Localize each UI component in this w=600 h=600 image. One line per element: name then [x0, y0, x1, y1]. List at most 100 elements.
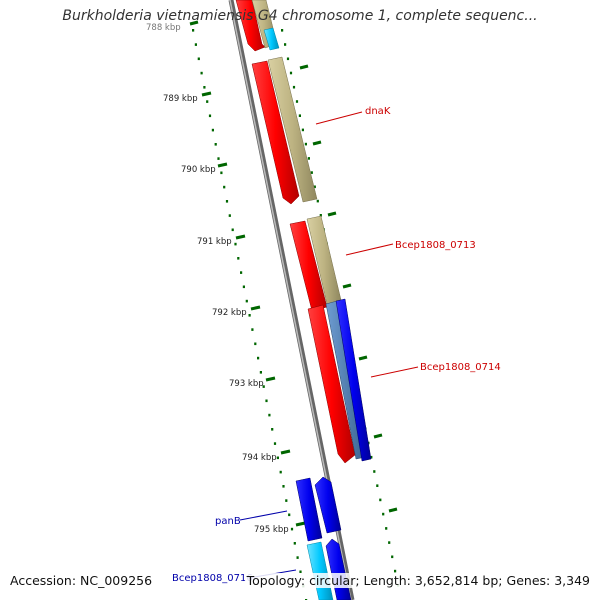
scale-label-790: 790 kbp — [181, 165, 216, 175]
scale-dot — [223, 185, 226, 189]
track-dot — [379, 498, 382, 502]
track-dot — [373, 470, 376, 473]
track-dot — [310, 171, 313, 174]
scale-dot — [279, 470, 282, 474]
gene-arrow-bcep1808-0714[interactable] — [307, 304, 356, 464]
scale-dot — [200, 71, 203, 75]
gene-arrow-panB-right[interactable] — [314, 476, 342, 534]
track-dot — [284, 43, 287, 46]
leader-line-bcep1808-0713 — [345, 243, 394, 256]
scale-dot — [276, 456, 279, 460]
track-dot — [391, 555, 394, 559]
scale-tick-790 — [217, 162, 228, 168]
scale-tick-794 — [280, 449, 291, 455]
track-dot — [319, 214, 322, 217]
gene-label-bcep1808-0716[interactable]: Bcep1808_0716 — [172, 573, 253, 584]
scale-label-789: 789 kbp — [163, 94, 198, 104]
scale-label-794: 794 kbp — [242, 453, 277, 463]
scale-dot — [234, 242, 237, 246]
map-title: Burkholderia vietnamiensis G4 chromosome… — [62, 8, 538, 24]
scale-dot — [237, 257, 240, 260]
gene-label-bcep1808-0713[interactable]: Bcep1808_0713 — [395, 240, 476, 251]
track-dot — [304, 142, 307, 146]
scale-dot — [197, 57, 200, 61]
track-tick — [312, 140, 322, 146]
scale-label-791: 791 kbp — [197, 237, 232, 247]
track-dot — [382, 512, 385, 516]
track-dot — [289, 71, 293, 75]
accession-label: Accession: NC_009256 — [8, 573, 155, 588]
forward-genes — [235, 0, 356, 464]
cds-block-dnaK[interactable] — [267, 56, 318, 203]
track-tick — [388, 507, 398, 513]
gene-arrow-panB-left[interactable] — [295, 477, 323, 542]
scale-dot — [288, 513, 291, 517]
scale-dot — [203, 86, 206, 89]
scale-dot — [192, 29, 195, 32]
track-dot — [301, 128, 304, 132]
scale-tick-793 — [265, 376, 276, 382]
gene-label-panB[interactable]: panB — [215, 516, 241, 527]
scale-dot — [231, 228, 234, 232]
scale-dot — [248, 314, 251, 317]
track-tick — [327, 211, 337, 217]
gene-label-dnaK[interactable]: dnaK — [365, 106, 391, 117]
track-dot — [388, 541, 391, 544]
gene-label-bcep1808-0714[interactable]: Bcep1808_0714 — [420, 362, 501, 373]
scale-ticks: 788 kbp 789 kbp 790 kbp 791 kbp 792 kbp … — [146, 20, 306, 535]
track-dot — [385, 527, 388, 530]
scale-dot — [273, 442, 277, 445]
track-dot — [313, 185, 316, 189]
scale-dot — [251, 328, 254, 331]
track-dot — [307, 157, 310, 160]
scale-tick-795 — [295, 521, 306, 527]
track-tick — [373, 433, 383, 439]
scale-dot — [296, 556, 299, 559]
scale-dot — [214, 143, 217, 146]
scale-dot — [271, 428, 274, 431]
track-dot — [295, 100, 299, 103]
scale-dot — [299, 570, 302, 574]
scale-dot — [293, 542, 296, 545]
track-dot — [376, 484, 379, 487]
leader-line-dnaK — [315, 111, 363, 125]
scale-tick-792 — [250, 305, 261, 311]
scale-dot — [290, 527, 294, 531]
scale-dot — [285, 499, 288, 502]
scale-dot — [265, 399, 268, 403]
scale-dot — [194, 43, 197, 46]
track-dot — [292, 85, 296, 89]
length-label: Length: 3,652,814 bp; — [363, 573, 503, 588]
scale-dot — [254, 342, 257, 346]
scale-dot — [257, 356, 260, 360]
track-tick — [299, 64, 309, 70]
scale-dot — [240, 271, 243, 274]
scale-tick-789 — [201, 91, 212, 97]
track-dot — [281, 29, 284, 32]
scale-label-792: 792 kbp — [212, 308, 247, 318]
scale-label-788: 788 kbp — [146, 23, 181, 33]
track-dot — [286, 57, 290, 61]
cds-block-top-cyan[interactable] — [263, 27, 280, 51]
gene-arrow-bcep1808-0714-rev[interactable] — [335, 298, 372, 462]
track-dot — [370, 455, 373, 459]
scale-dot — [259, 371, 262, 374]
scale-dot — [206, 100, 209, 103]
scale-dot — [262, 385, 265, 388]
scale-dot — [208, 114, 212, 118]
scale-dot — [225, 200, 229, 203]
scale-dot — [245, 299, 248, 303]
scale-label-795: 795 kbp — [254, 525, 289, 535]
topology-label: Topology: circular; — [246, 573, 360, 588]
gene-arrow-dnaK[interactable] — [251, 60, 300, 205]
track-dot — [298, 114, 301, 117]
track-tick — [342, 283, 352, 289]
leader-line-bcep1808-0714 — [370, 366, 419, 378]
scale-tick-788 — [189, 20, 199, 26]
scale-tick-791 — [235, 234, 246, 240]
track-dot — [316, 199, 319, 203]
scale-dot — [242, 285, 245, 289]
scale-dot — [268, 413, 271, 417]
track-dot — [394, 569, 397, 573]
